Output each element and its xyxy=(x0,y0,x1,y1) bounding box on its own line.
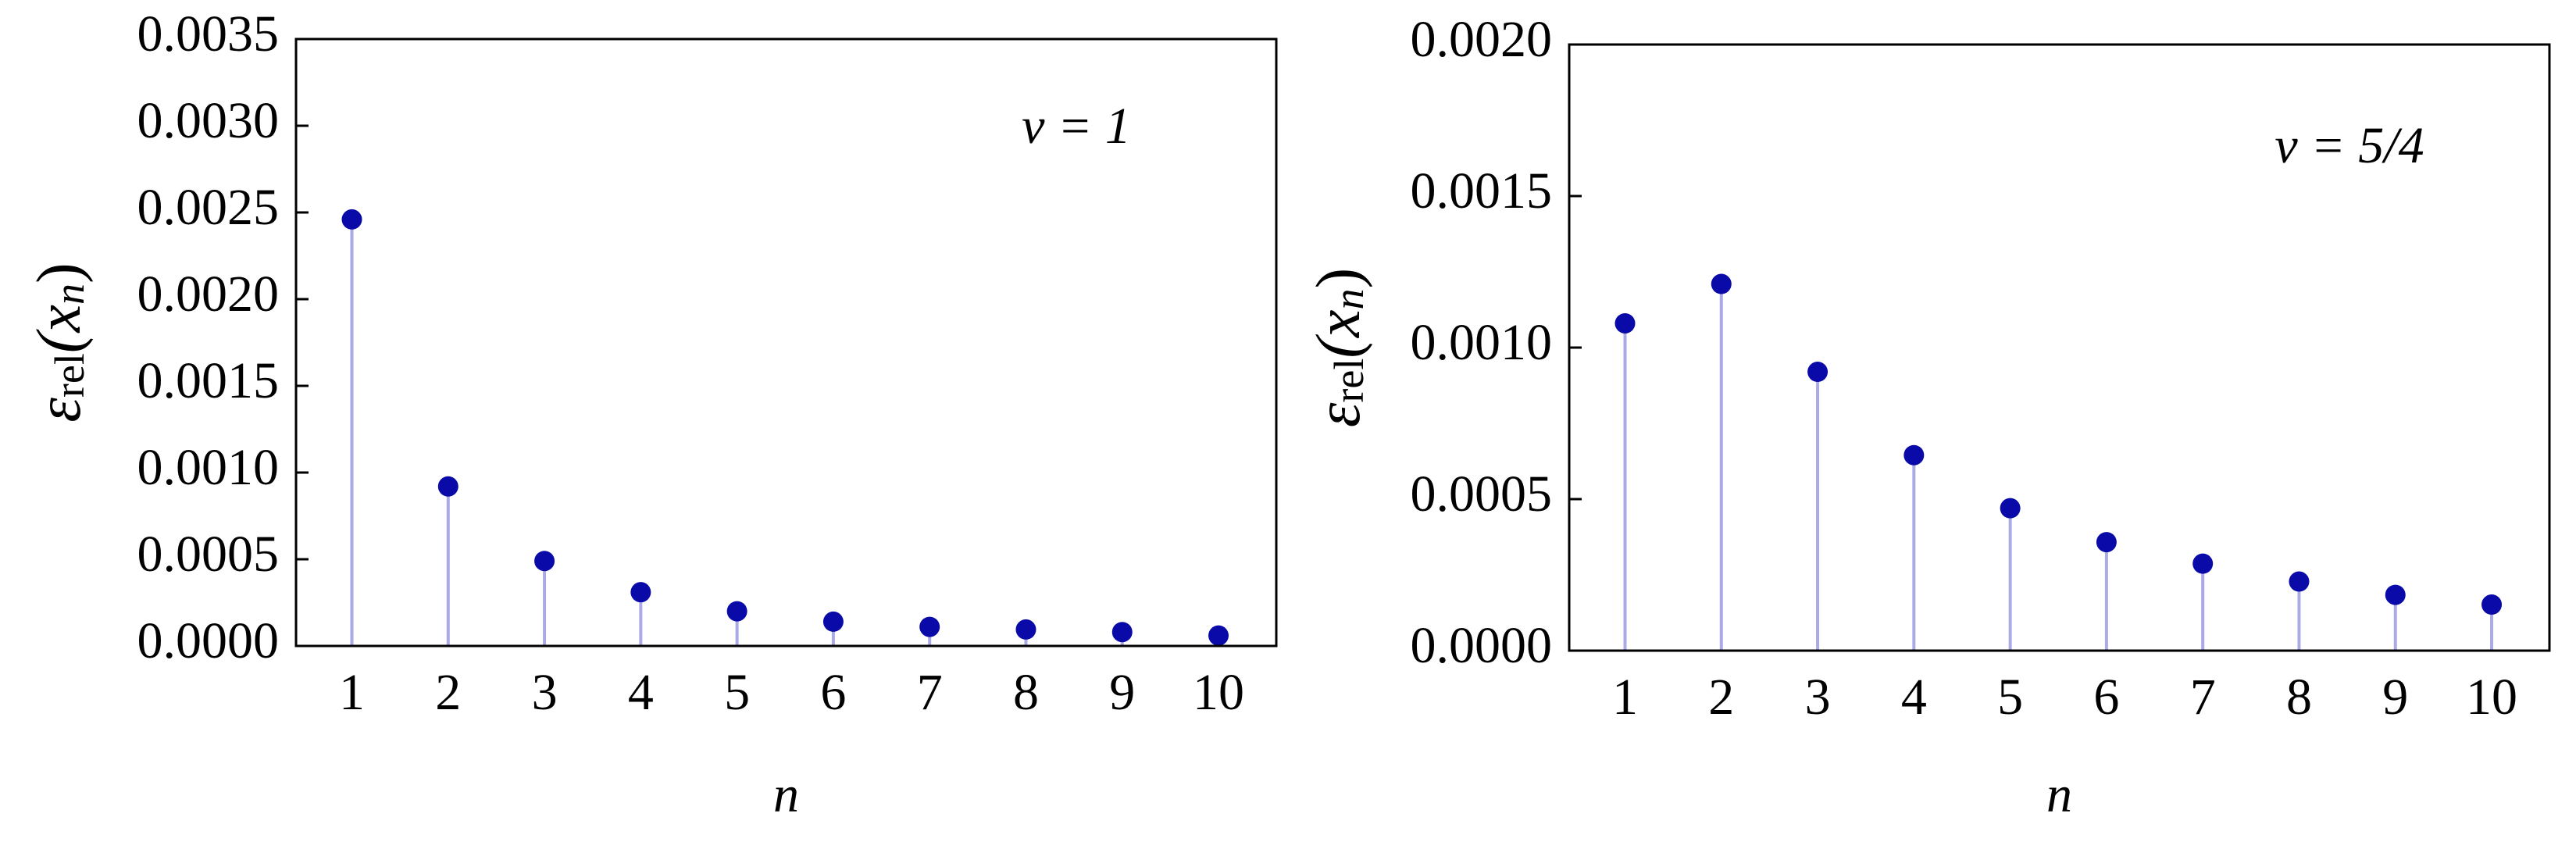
x-tick-label: 1 xyxy=(1612,669,1638,726)
x-tick-label: 5 xyxy=(1997,669,2023,726)
x-tick-label: 2 xyxy=(1708,669,1734,726)
y-tick-label: 0.0010 xyxy=(137,439,280,496)
x-tick-label: 9 xyxy=(2382,669,2408,726)
point xyxy=(1903,444,1925,466)
y-axis-label: εrel(xn) xyxy=(25,262,94,422)
point xyxy=(2289,571,2310,592)
point xyxy=(2192,553,2214,574)
y-tick-label: 0.0010 xyxy=(1411,314,1553,371)
x-tick-label: 9 xyxy=(1109,664,1135,721)
y-label-part: ε xyxy=(1304,402,1373,427)
y-tick-label: 0.0000 xyxy=(1411,617,1553,674)
y-tick-label: 0.0035 xyxy=(137,5,280,62)
y-tick-label: 0.0020 xyxy=(137,266,280,323)
point xyxy=(341,209,362,230)
x-tick-label: 3 xyxy=(532,664,558,721)
y-tick-label: 0.0015 xyxy=(1411,162,1553,219)
y-tick-label: 0.0020 xyxy=(1411,11,1553,68)
x-tick-label: 7 xyxy=(917,664,943,721)
y-label-part: (x xyxy=(1304,310,1373,359)
x-tick-label: 4 xyxy=(628,664,654,721)
point xyxy=(630,582,651,603)
annotation: ν = 5/4 xyxy=(2275,117,2424,174)
x-tick-label: 8 xyxy=(1013,664,1039,721)
y-tick-label: 0.0030 xyxy=(137,92,280,149)
point xyxy=(726,601,747,622)
annotation: ν = 1 xyxy=(1022,98,1131,155)
point xyxy=(2481,594,2503,615)
x-tick-label: 6 xyxy=(2093,669,2119,726)
y-label-part: (x xyxy=(25,305,94,353)
y-tick-label: 0.0000 xyxy=(137,612,280,669)
point xyxy=(1807,362,1829,383)
x-tick-label: 6 xyxy=(820,664,846,721)
y-tick-label: 0.0005 xyxy=(137,526,280,583)
x-tick-label: 7 xyxy=(2190,669,2216,726)
x-tick-label: 1 xyxy=(339,664,365,721)
x-tick-label: 10 xyxy=(1193,664,1244,721)
y-label-subscript: n xyxy=(46,284,93,305)
y-label-part: ε xyxy=(25,398,94,423)
x-tick-label: 8 xyxy=(2286,669,2312,726)
x-axis-label: n xyxy=(773,766,799,823)
point xyxy=(1015,619,1036,640)
y-label-subscript: rel xyxy=(1325,359,1372,403)
point xyxy=(1208,625,1229,646)
point xyxy=(1614,312,1636,334)
y-tick-label: 0.0015 xyxy=(137,352,280,409)
plot-frame xyxy=(294,37,1278,648)
point xyxy=(822,611,844,632)
x-tick-label: 2 xyxy=(435,664,461,721)
x-tick-label: 3 xyxy=(1805,669,1831,726)
x-tick-label: 10 xyxy=(2466,669,2517,726)
x-axis-label: n xyxy=(2046,766,2072,823)
y-tick-label: 0.0025 xyxy=(137,179,280,236)
point xyxy=(437,476,458,497)
point xyxy=(1711,273,1732,294)
y-label-part: ) xyxy=(1304,268,1373,289)
point xyxy=(2000,498,2021,519)
plot-frame xyxy=(1568,43,2551,652)
y-label-subscript: rel xyxy=(46,353,93,398)
y-label-part: ) xyxy=(25,262,94,284)
y-tick-label: 0.0005 xyxy=(1411,466,1553,523)
point xyxy=(534,551,555,572)
point xyxy=(919,616,940,637)
x-tick-label: 5 xyxy=(724,664,750,721)
point xyxy=(2096,532,2117,553)
point xyxy=(1111,622,1133,643)
point xyxy=(2385,584,2406,605)
y-label-subscript: n xyxy=(1325,289,1372,310)
x-tick-label: 4 xyxy=(1901,669,1927,726)
y-axis-label: εrel(xn) xyxy=(1304,268,1373,427)
